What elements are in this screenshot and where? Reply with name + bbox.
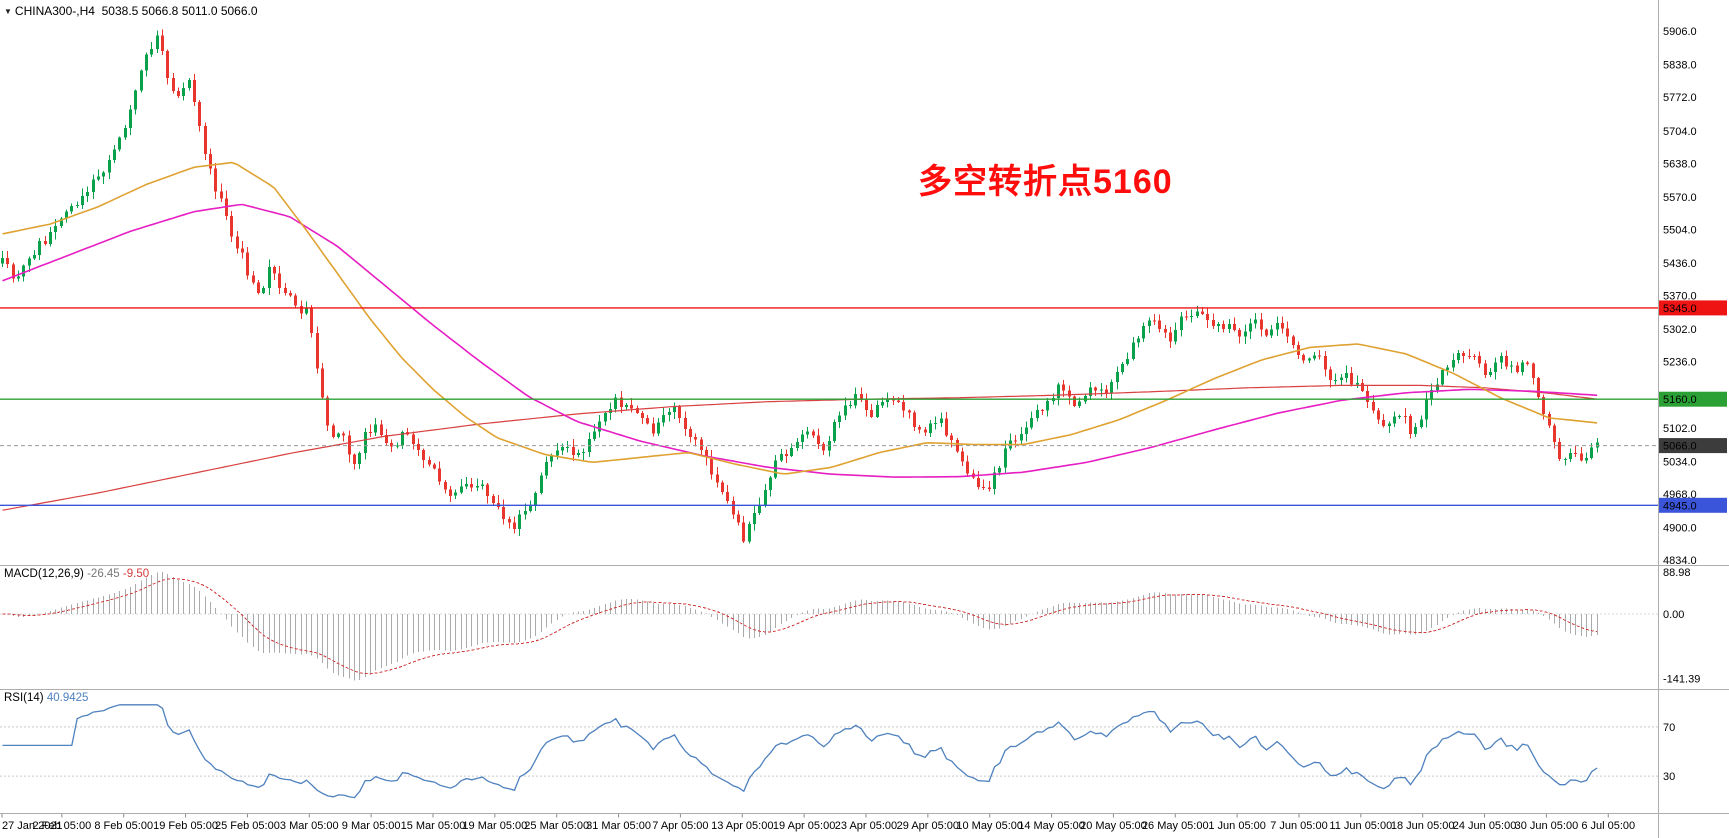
svg-text:19 Mar 05:00: 19 Mar 05:00 bbox=[462, 820, 527, 832]
svg-text:7 Apr 05:00: 7 Apr 05:00 bbox=[652, 820, 708, 832]
svg-text:31 Mar 05:00: 31 Mar 05:00 bbox=[586, 820, 651, 832]
svg-text:4834.0: 4834.0 bbox=[1663, 555, 1697, 567]
svg-text:5504.0: 5504.0 bbox=[1663, 224, 1697, 236]
svg-text:5838.0: 5838.0 bbox=[1663, 60, 1697, 72]
svg-text:25 Feb 05:00: 25 Feb 05:00 bbox=[215, 820, 280, 832]
svg-text:5102.0: 5102.0 bbox=[1663, 423, 1697, 435]
svg-text:13 Apr 05:00: 13 Apr 05:00 bbox=[711, 820, 773, 832]
macd-panel: 88.98 0.00 -141.39 bbox=[0, 567, 1700, 685]
svg-text:2 Feb 05:00: 2 Feb 05:00 bbox=[32, 820, 91, 832]
price-scale-badges: 5345.0 5160.0 4945.0 5066.0 bbox=[1659, 300, 1727, 513]
svg-text:10 May 05:00: 10 May 05:00 bbox=[956, 820, 1023, 832]
svg-text:29 Apr 05:00: 29 Apr 05:00 bbox=[897, 820, 959, 832]
svg-text:5160.0: 5160.0 bbox=[1663, 394, 1697, 406]
svg-text:1 Jun 05:00: 1 Jun 05:00 bbox=[1208, 820, 1266, 832]
svg-text:5906.0: 5906.0 bbox=[1663, 26, 1697, 38]
symbol-info: ▼ CHINA300-,H4 5038.5 5066.8 5011.0 5066.… bbox=[4, 4, 258, 18]
svg-text:5345.0: 5345.0 bbox=[1663, 303, 1697, 315]
svg-text:14 May 05:00: 14 May 05:00 bbox=[1018, 820, 1085, 832]
candlestick-layer bbox=[1, 29, 1599, 544]
svg-text:5302.0: 5302.0 bbox=[1663, 324, 1697, 336]
rsi-title-text: RSI(14) bbox=[4, 692, 44, 704]
slow-ma-red bbox=[2, 384, 1598, 511]
svg-text:5436.0: 5436.0 bbox=[1663, 258, 1697, 270]
svg-text:3 Mar 05:00: 3 Mar 05:00 bbox=[280, 820, 339, 832]
chart-annotation: 多空转折点5160 bbox=[918, 163, 1173, 201]
svg-text:5570.0: 5570.0 bbox=[1663, 192, 1697, 204]
svg-text:5704.0: 5704.0 bbox=[1663, 126, 1697, 138]
mid-ma-magenta bbox=[2, 203, 1598, 478]
svg-text:5772.0: 5772.0 bbox=[1663, 92, 1697, 104]
macd-indicator-label: MACD(12,26,9) -26.45 -9.50 bbox=[4, 568, 149, 580]
svg-text:24 Jun 05:00: 24 Jun 05:00 bbox=[1453, 820, 1517, 832]
svg-text:23 Apr 05:00: 23 Apr 05:00 bbox=[835, 820, 897, 832]
svg-text:0.00: 0.00 bbox=[1663, 609, 1684, 621]
macd-signal-line bbox=[2, 578, 1598, 675]
moving-averages-layer bbox=[2, 161, 1598, 511]
symbol-ohlc-text: CHINA300-,H4 5038.5 5066.8 5011.0 5066.0 bbox=[14, 4, 258, 18]
svg-text:27 Jan 2021: 27 Jan 2021 bbox=[2, 820, 63, 832]
svg-text:19 Apr 05:00: 19 Apr 05:00 bbox=[773, 820, 835, 832]
fast-ma-gold bbox=[2, 161, 1598, 475]
svg-text:20 May 05:00: 20 May 05:00 bbox=[1080, 820, 1147, 832]
macd-title-text: MACD(12,26,9) bbox=[4, 568, 84, 580]
svg-text:-141.39: -141.39 bbox=[1663, 673, 1700, 685]
svg-text:25 Mar 05:00: 25 Mar 05:00 bbox=[524, 820, 589, 832]
svg-text:6 Jul 05:00: 6 Jul 05:00 bbox=[1581, 820, 1635, 832]
macd-signal-value: -9.50 bbox=[122, 568, 150, 580]
svg-text:18 Jun 05:00: 18 Jun 05:00 bbox=[1391, 820, 1455, 832]
svg-text:7 Jun 05:00: 7 Jun 05:00 bbox=[1270, 820, 1328, 832]
price-scale-labels: 5906.0 5838.0 5772.0 5704.0 5638.0 5570.0 5504… bbox=[1663, 26, 1697, 567]
rsi-indicator-label: RSI(14) 40.9425 bbox=[4, 692, 88, 704]
symbol-dropdown-icon[interactable]: ▼ bbox=[4, 7, 12, 16]
svg-text:70: 70 bbox=[1663, 722, 1675, 734]
svg-text:5066.0: 5066.0 bbox=[1663, 441, 1697, 453]
rsi-panel: 70 30 bbox=[0, 704, 1675, 799]
svg-text:30: 30 bbox=[1663, 771, 1675, 783]
svg-text:19 Feb 05:00: 19 Feb 05:00 bbox=[153, 820, 218, 832]
hline-layer bbox=[0, 307, 1658, 506]
rsi-value: 40.9425 bbox=[46, 692, 89, 704]
svg-text:15 Mar 05:00: 15 Mar 05:00 bbox=[401, 820, 466, 832]
svg-text:26 May 05:00: 26 May 05:00 bbox=[1142, 820, 1209, 832]
svg-text:5638.0: 5638.0 bbox=[1663, 158, 1697, 170]
svg-text:5370.0: 5370.0 bbox=[1663, 291, 1697, 303]
svg-text:9 Mar 05:00: 9 Mar 05:00 bbox=[342, 820, 401, 832]
svg-text:5034.0: 5034.0 bbox=[1663, 456, 1697, 468]
svg-text:88.98: 88.98 bbox=[1663, 567, 1691, 579]
rsi-line bbox=[2, 704, 1598, 799]
macd-main-value: -26.45 bbox=[87, 568, 120, 580]
svg-text:4945.0: 4945.0 bbox=[1663, 500, 1697, 512]
svg-text:30 Jun 05:00: 30 Jun 05:00 bbox=[1515, 820, 1579, 832]
svg-text:5236.0: 5236.0 bbox=[1663, 357, 1697, 369]
svg-text:4900.0: 4900.0 bbox=[1663, 522, 1697, 534]
svg-text:8 Feb 05:00: 8 Feb 05:00 bbox=[94, 820, 153, 832]
svg-text:11 Jun 05:00: 11 Jun 05:00 bbox=[1329, 820, 1392, 832]
